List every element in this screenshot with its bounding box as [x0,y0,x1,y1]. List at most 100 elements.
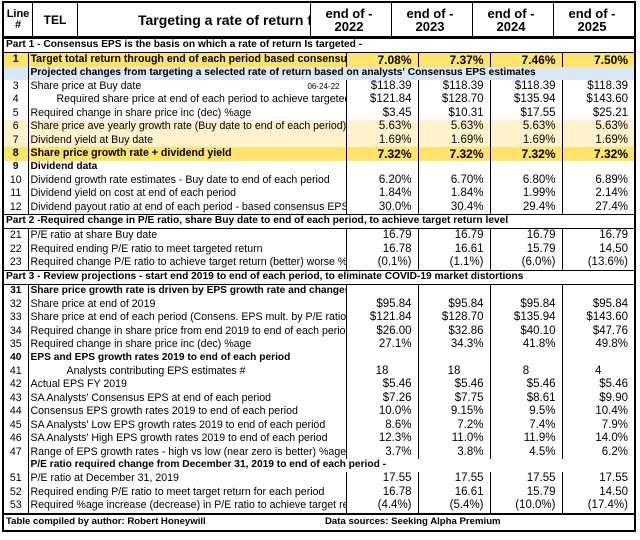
subsection-header-row: P/E ratio required change from December … [4,459,634,472]
data-table: Part 1 - Consensus EPS is the basis on w… [4,38,634,513]
table-row: 32 Share price at end of 2019 $95.84 $95.84… [4,297,634,312]
value-cell: 9.15% [417,405,490,419]
value-cell: 4 [561,364,634,378]
group-title: Dividend data [30,160,98,172]
value-cell-empty [489,351,562,365]
group-header-row: 40 EPS and EPS growth rates 2019 to end o… [4,351,634,365]
value-cell: 7.2% [417,418,490,432]
row-description: Required ending P/E ratio to meet target… [28,486,346,500]
value-cell-empty [417,284,490,298]
value-cell-empty [561,284,634,298]
line-number: 7 [4,133,29,147]
row-description-text: Required ending P/E ratio to meet target… [30,485,325,498]
value-cell: $128.70 [417,93,490,107]
value-cell: $135.94 [489,93,562,107]
value-cell: 6.70% [417,173,490,187]
value-cell-empty [417,351,490,365]
row-description: Required share price at end of each peri… [28,93,347,107]
line-number: 33 [4,311,29,325]
value-cell: $118.39 [417,79,490,93]
row-description-text: Required share price at end of each peri… [56,93,347,106]
subsection-title: P/E ratio required change from December … [30,459,387,471]
table-row: 23 Required change P/E ratio to achieve t… [4,256,634,270]
line-number: 4 [4,93,29,107]
table-row: 41 Analysts contributing EPS estimates # 1… [4,364,634,378]
value-cell-empty [417,160,490,174]
value-cell: 1.69% [489,133,562,147]
value-cell: $135.94 [489,311,562,325]
ticker-label: TEL [32,3,78,38]
table-row: 43 SA Analysts' Consensus EPS at end of e… [4,391,634,405]
row-description-text: Dividend growth rate estimates - Buy dat… [30,173,330,186]
row-description: Required change in share price inc (dec)… [28,107,346,121]
value-cell: 7.46% [489,52,562,67]
value-cell: 1.84% [417,187,490,201]
line-number: 53 [4,499,29,513]
value-cell: $95.84 [345,297,418,311]
value-cell: $143.60 [561,311,634,325]
table-row: 47 Range of EPS growth rates - high vs lo… [4,445,634,459]
value-cell: 5.63% [489,120,562,134]
line-number: 46 [4,432,29,446]
line-number: 51 [4,472,29,486]
table-row: 45 SA Analysts' Low EPS growth rates 2019… [4,418,634,432]
line-number: 5 [4,106,29,120]
line-number: 41 [4,364,29,378]
value-cell: 9.5% [489,405,562,419]
value-cell: 6.80% [489,173,562,187]
value-cell: 5.63% [561,120,634,134]
line-number-header: Line # [4,3,33,38]
value-cell: 3.7% [345,445,418,459]
value-cell: 7.50% [561,52,634,67]
line-number: 3 [4,79,29,93]
table-row: 21 P/E ratio at share Buy date 16.79 16.79 1… [4,228,634,243]
value-cell: 14.50 [561,242,634,256]
value-cell: 16.79 [489,228,562,243]
value-cell: 7.32% [417,147,490,161]
value-cell: 16.79 [417,228,490,243]
value-cell: $121.84 [345,311,418,325]
value-cell: 17.55 [561,472,634,486]
row-description: Required change in share price from end … [28,325,347,339]
value-cell: 16.79 [561,228,634,243]
line-number: 42 [4,378,29,392]
table-row: 8 Share price growth rate + dividend yiel… [4,147,634,161]
value-cell: $47.76 [561,324,634,338]
table-row: 52 Required ending P/E ratio to meet targ… [4,485,634,500]
row-description: Required change P/E ratio to achieve tar… [28,256,347,270]
year-header-2022: end of - 2022 [310,3,392,38]
section-header-row: Part 1 - Consensus EPS is the basis on w… [4,38,634,53]
footer-table: Table compiled by author: Robert Honeywi… [4,512,634,530]
value-cell: 6.89% [561,173,634,187]
value-cell: 18 [417,364,490,378]
table-row: 7 Dividend yield at Buy date 1.69% 1.69% 1.6… [4,133,634,147]
table-row: 51 P/E ratio at December 31, 2019 17.55 17.… [4,472,634,486]
row-description: Required %age increase (decrease) in P/E… [28,499,347,513]
group-title: EPS and EPS growth rates 2019 to end of … [30,351,291,363]
row-description: Share price at end of 2019 [28,298,346,312]
value-cell: $5.46 [561,378,634,392]
line-number: 23 [4,256,29,270]
value-cell: $5.46 [345,378,418,392]
value-cell: 16.78 [345,485,418,499]
value-cell: 7.32% [489,147,562,161]
row-description: Target total return through end of each … [28,52,346,67]
value-cell: 16.78 [345,242,418,256]
row-description: Consensus EPS growth rates 2019 to end o… [28,405,346,419]
value-cell: 1.69% [345,133,418,147]
value-cell: 30.4% [417,200,490,215]
line-number: 35 [4,338,29,352]
row-description: Dividend yield on cost at end of each pe… [28,187,346,201]
row-description: P/E ratio at December 31, 2019 [28,472,346,486]
value-cell: $8.61 [489,391,562,405]
value-cell: 3.8% [417,445,490,459]
row-description-text: Required ending P/E ratio to meet target… [30,242,263,255]
line-number: 11 [4,187,29,201]
line-number: 22 [4,242,29,256]
value-cell-empty [561,351,634,365]
value-cell: 34.3% [417,338,490,352]
value-cell: $17.55 [489,106,562,120]
subsection-title: Projected changes from targeting a selec… [28,66,634,80]
table-row: 22 Required ending P/E ratio to meet targ… [4,242,634,256]
section-header-row: Part 3 - Review projections - start end … [4,269,634,285]
